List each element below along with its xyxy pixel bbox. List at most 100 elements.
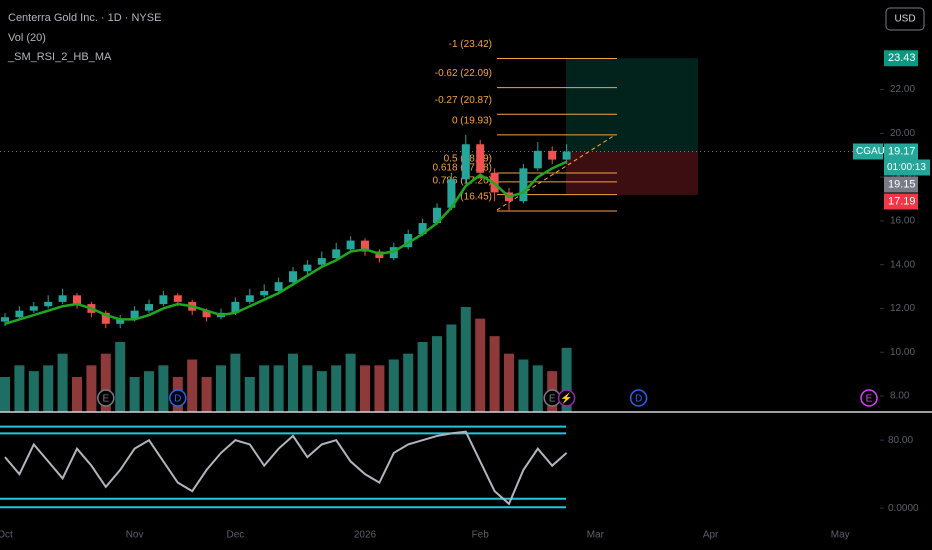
candle-body	[1, 317, 9, 322]
y-tick-label: 10.00	[890, 347, 915, 358]
candle-body	[130, 310, 139, 320]
volume-bar	[0, 377, 10, 412]
price-tag-label: 19.17	[888, 145, 916, 157]
volume-bar	[360, 365, 370, 412]
volume-bar	[273, 365, 284, 412]
candle-body	[361, 240, 369, 252]
volume-bar	[302, 365, 313, 412]
volume-bar	[475, 318, 486, 412]
rsi-line	[4, 430, 568, 506]
price-tag	[884, 176, 918, 193]
y-tick-label: 8.00	[890, 391, 910, 402]
volume-bar	[72, 377, 82, 412]
candle-body	[202, 310, 211, 318]
y-tick-label: 16.00	[890, 216, 915, 227]
volume-bar	[100, 353, 111, 412]
fib-label: -1 (23.42)	[449, 39, 492, 50]
volume-bar	[187, 359, 198, 412]
x-tick-label: 2026	[354, 530, 377, 541]
candle-body	[260, 290, 269, 296]
candle-body	[231, 301, 240, 313]
event-label: E	[549, 394, 556, 405]
candle-body	[44, 301, 53, 307]
fib-label: 0 (19.93)	[452, 115, 492, 126]
currency-button[interactable]	[885, 7, 925, 31]
volume-bar	[532, 365, 543, 412]
volume-bar	[518, 359, 529, 412]
x-tick-label: Dec	[227, 530, 245, 541]
x-tick-label: Feb	[472, 530, 490, 541]
volume-bar	[561, 347, 572, 412]
countdown-tag	[884, 159, 930, 176]
volume-bar	[129, 377, 140, 412]
candle-body	[116, 319, 125, 324]
target-zone	[566, 58, 698, 152]
x-tick-label: Apr	[703, 530, 719, 541]
volume-bar	[489, 336, 500, 412]
volume-bar	[57, 353, 68, 412]
volume-bar	[144, 371, 154, 412]
candle-body	[159, 295, 168, 305]
candle-body	[476, 144, 485, 173]
volume-bar	[230, 353, 241, 412]
volume-bar	[345, 353, 356, 412]
candle-body	[289, 271, 297, 283]
price-tag	[884, 193, 918, 210]
moving-average	[4, 160, 568, 325]
volume-bar	[446, 324, 457, 412]
candle-body	[418, 223, 427, 235]
symbol-label: CGAU	[856, 146, 885, 157]
volume-bar	[331, 365, 342, 412]
volume-bar	[316, 371, 327, 412]
volume-bar	[403, 353, 414, 412]
price-tag-label: 19.15	[888, 178, 916, 190]
volume-bar	[388, 359, 399, 412]
candle-body	[145, 304, 153, 311]
candle-body	[303, 264, 312, 272]
candle-body	[15, 310, 24, 318]
y-tick-label: 14.00	[890, 259, 915, 270]
price-tag-label: 17.19	[888, 195, 916, 207]
volume-bar	[14, 365, 25, 412]
plot: -1 (23.42) -0.62 (22.09) -0.27 (20.87) 0 (1…	[0, 39, 930, 541]
volume-bar	[417, 342, 428, 412]
volume-bar	[43, 365, 54, 412]
price-tag	[884, 50, 918, 67]
candle-body	[101, 312, 110, 324]
candle-body	[562, 151, 571, 160]
fib-label: 1 (16.45)	[452, 192, 492, 203]
y-tick-label: 22.00	[890, 84, 915, 95]
candle-body	[548, 150, 557, 160]
fib-label: -0.27 (20.87)	[435, 95, 492, 106]
volume-bar	[28, 371, 39, 412]
currency[interactable]: USD	[894, 14, 915, 25]
candle-body	[29, 306, 38, 311]
volume-bar	[504, 353, 514, 412]
indicator-label: Vol (20)	[8, 32, 46, 44]
event-icon	[169, 389, 187, 407]
event-icon	[629, 389, 648, 407]
volume-bar	[115, 342, 126, 412]
candle-body	[447, 179, 456, 208]
candle-body	[461, 144, 470, 180]
event-icon	[860, 389, 878, 407]
candle-body	[58, 295, 67, 302]
candle-body	[73, 295, 81, 305]
volume-bar	[288, 353, 298, 412]
indicator-label: _SM_RSI_2_HB_MA	[7, 51, 112, 63]
candle-body	[317, 258, 326, 265]
y-tick-label: 12.00	[890, 303, 915, 314]
candle-body	[404, 234, 413, 248]
rsi-tick-label: 80.00	[888, 435, 913, 446]
y-tick-label: 20.00	[890, 128, 915, 139]
symbol-tag	[853, 143, 883, 160]
volume-bar	[432, 336, 442, 412]
chart-title: Centerra Gold Inc. · 1D · NYSE	[8, 12, 161, 24]
rsi-tick-label: 0.0000	[888, 503, 919, 514]
volume-bar	[259, 365, 270, 412]
candle-body	[274, 282, 283, 291]
candle-body	[173, 295, 182, 302]
